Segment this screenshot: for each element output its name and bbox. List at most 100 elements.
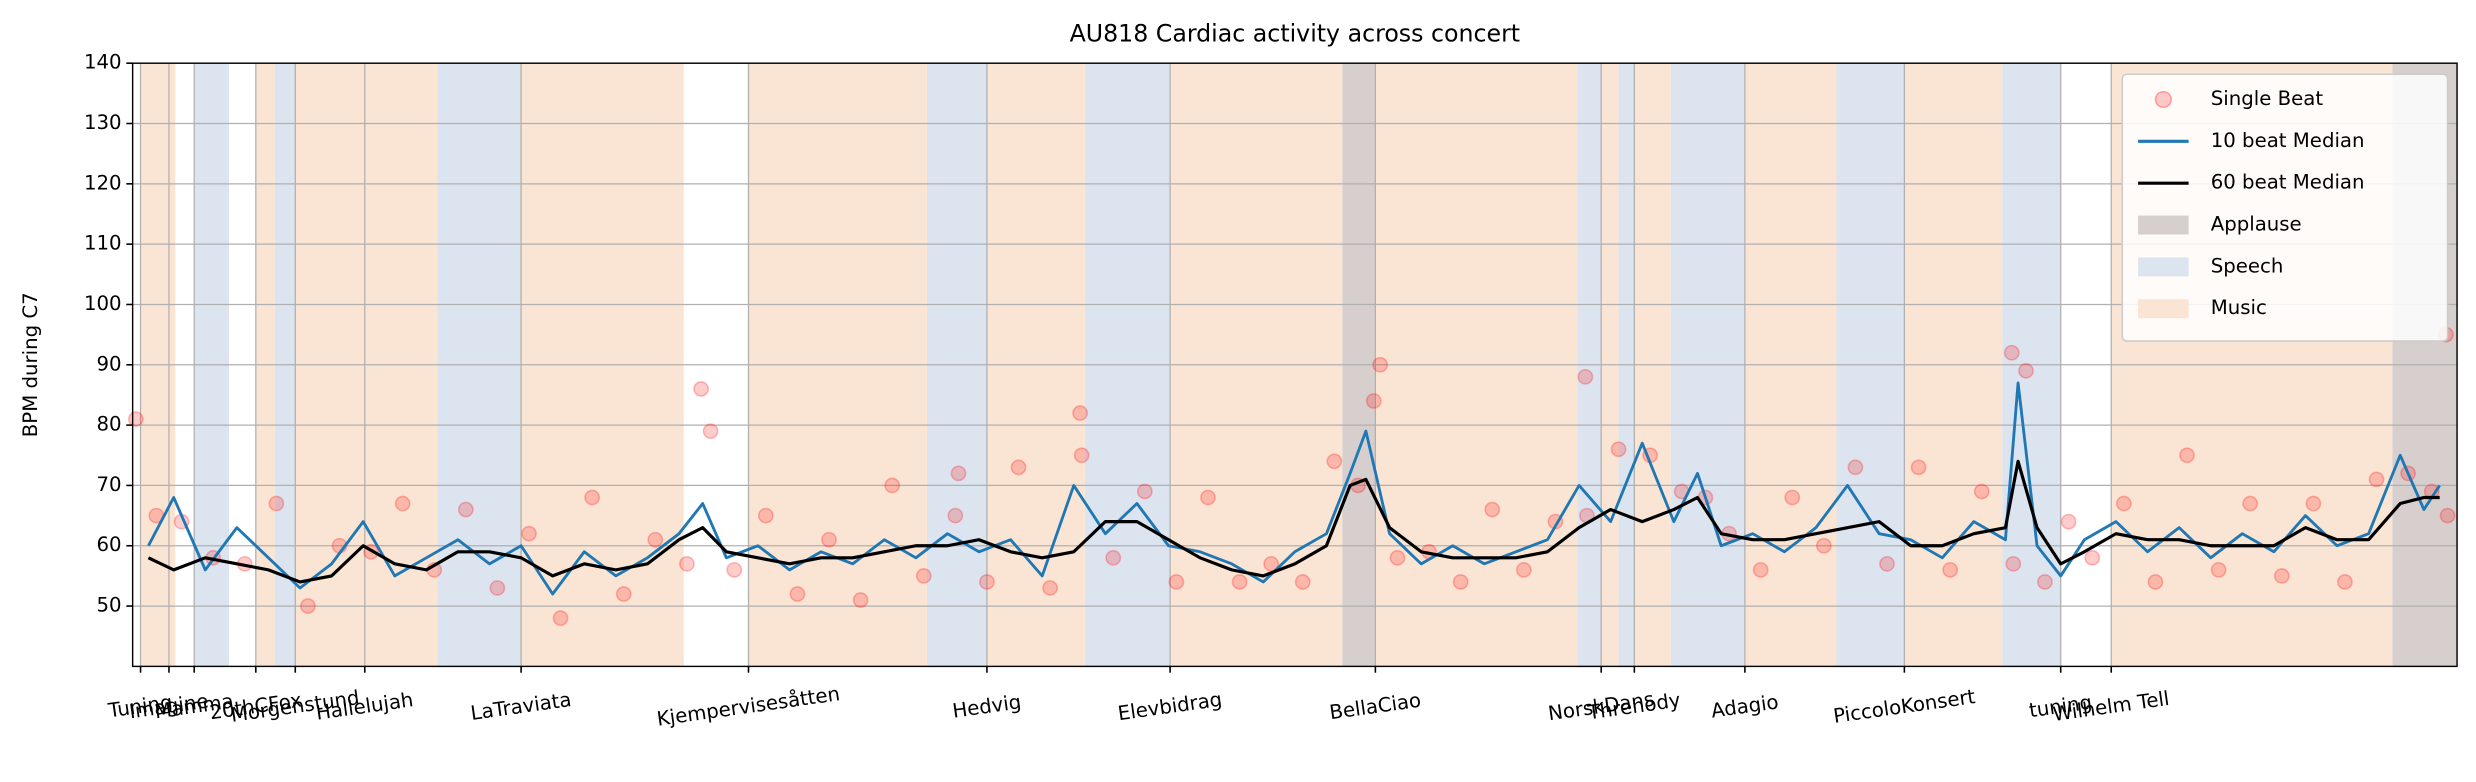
single-beat — [1815, 537, 1832, 554]
single-beat — [915, 568, 932, 584]
single-beat — [1365, 393, 1382, 409]
single-beat — [979, 574, 995, 590]
y-tick-label: 50 — [96, 594, 121, 617]
single-beat — [615, 586, 632, 602]
single-beat — [884, 477, 901, 494]
single-beat — [947, 507, 964, 524]
single-beat — [1263, 555, 1280, 572]
single-beat — [2210, 561, 2227, 578]
single-beat — [127, 411, 144, 427]
legend-label: Speech — [2211, 254, 2284, 277]
single-beat — [1942, 561, 1959, 578]
legend-marker — [2154, 90, 2173, 109]
single-beat — [1372, 356, 1389, 373]
single-beat — [2084, 549, 2101, 566]
legend-label: 10 beat Median — [2211, 129, 2365, 152]
single-beat — [1784, 489, 1801, 506]
single-beat — [702, 423, 719, 440]
single-beat — [1010, 459, 1027, 476]
single-beat — [1577, 368, 1594, 385]
single-beat — [2305, 495, 2322, 512]
median-line — [147, 381, 2441, 596]
single-beat — [521, 525, 537, 542]
single-beat — [789, 586, 806, 602]
y-tick-label: 80 — [96, 413, 121, 436]
single-beat — [757, 507, 774, 524]
y-tick-label: 100 — [84, 292, 122, 315]
x-tick-label: PiccoloKonsert — [1832, 685, 1977, 728]
single-beat — [457, 501, 474, 518]
single-beat — [2115, 495, 2132, 512]
legend-box — [2121, 73, 2449, 342]
single-beat — [1389, 549, 1406, 566]
y-tick-label: 90 — [96, 352, 121, 375]
legend-label: 60 beat Median — [2211, 171, 2365, 194]
single-beat — [821, 531, 837, 548]
x-tick-label: BellaCiao — [1328, 689, 1422, 725]
legend-marker — [2138, 299, 2189, 319]
single-beat — [1484, 501, 1501, 518]
y-tick-label: 120 — [84, 171, 122, 194]
single-beat — [2005, 555, 2022, 572]
single-beat — [1136, 483, 1153, 500]
single-beat — [2037, 574, 2053, 590]
y-tick-label: 60 — [96, 533, 121, 556]
single-beat — [950, 465, 967, 482]
single-beat — [679, 555, 695, 572]
single-beat — [2242, 495, 2259, 512]
single-beat — [1072, 405, 1088, 421]
x-tick-label: Adagio — [1710, 690, 1780, 722]
single-beat — [1294, 574, 1311, 590]
legend-label: Applause — [2211, 213, 2302, 236]
single-beat — [2060, 513, 2077, 530]
legend-marker — [2138, 215, 2189, 235]
single-beat — [1879, 555, 1895, 572]
legend-label: Music — [2211, 296, 2267, 319]
single-beat — [1231, 574, 1248, 590]
single-beat — [2018, 362, 2034, 379]
single-beat — [300, 598, 316, 614]
y-tick-label: 140 — [84, 51, 122, 74]
legend: Single Beat 10 beat Median 60 beat Median A… — [2121, 73, 2449, 342]
single-beat — [1326, 453, 1343, 470]
single-beat — [726, 561, 743, 578]
single-beat — [1200, 489, 1216, 506]
single-beat — [1752, 561, 1769, 578]
single-beat — [2179, 447, 2195, 464]
single-beat — [647, 531, 664, 548]
single-beat — [489, 580, 506, 596]
single-beat — [2147, 574, 2164, 590]
single-beat — [2368, 471, 2385, 488]
x-tick-label: Kjempervisesåtten — [655, 682, 841, 730]
single-beat — [1042, 580, 1058, 596]
median-line — [147, 459, 2440, 584]
single-beat — [1973, 483, 1990, 500]
y-tick-label: 70 — [96, 473, 121, 496]
y-tick-label: 110 — [84, 232, 122, 255]
single-beat — [268, 495, 285, 512]
x-tick-label: Hedvig — [951, 690, 1023, 722]
single-beat — [2439, 507, 2456, 524]
single-beat — [584, 489, 601, 506]
single-beat — [693, 381, 710, 397]
y-axis-label: BPM during C7 — [19, 292, 42, 437]
legend-marker — [2138, 257, 2189, 277]
single-beat — [1515, 561, 1532, 578]
single-beat — [1073, 447, 1090, 464]
single-beat — [394, 495, 411, 512]
x-tick-label: Elevbidrag — [1116, 688, 1223, 725]
single-beat — [1452, 574, 1469, 590]
single-beat — [1847, 459, 1864, 476]
chart-title: AU818 Cardiac activity across concert — [1070, 19, 1521, 47]
y-tick-label: 130 — [84, 111, 122, 134]
single-beat — [1168, 574, 1185, 590]
x-tick-label: LaTraviata — [469, 688, 573, 725]
single-beat — [552, 610, 569, 627]
single-beat — [2337, 574, 2353, 590]
legend-label: Single Beat — [2211, 87, 2324, 110]
single-beat — [2003, 344, 2020, 361]
single-beat — [1910, 459, 1927, 476]
single-beat — [1610, 441, 1627, 458]
plot-frame — [131, 62, 2458, 668]
